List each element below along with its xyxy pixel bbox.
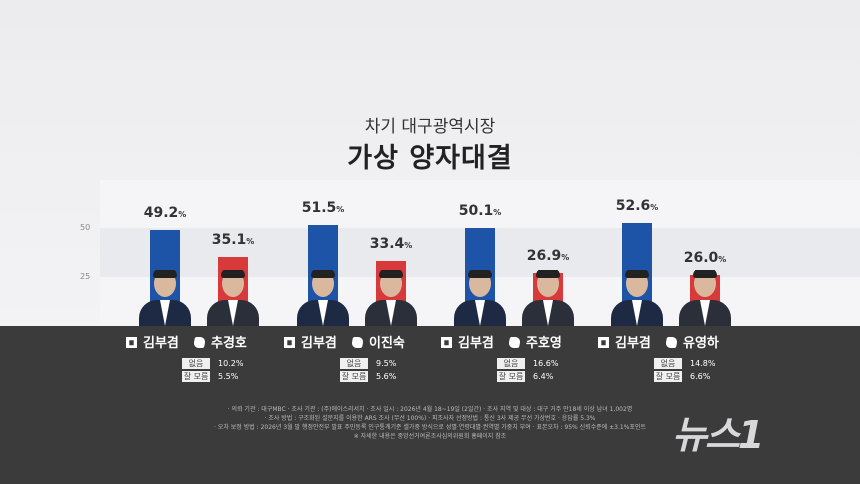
data-label: 35.1% [193,232,273,248]
party-icon [126,337,137,348]
undecided-stats: 없음 16.6% 잘 모름 6.4% [497,357,558,383]
undecided-stats: 없음 10.2% 잘 모름 5.5% [182,357,243,383]
candidate-name: 김부겸 [126,332,179,351]
data-label-unit: % [336,205,345,215]
candidate-name-text: 이진숙 [369,336,405,351]
y-tick-label: 50 [80,223,91,232]
y-tick-label: 25 [80,272,91,281]
candidate-name: 추경호 [193,332,247,351]
stat-value: 16.6% [533,359,559,368]
stat-value: 10.2% [218,359,244,368]
stat-row-none: 없음 14.8% [654,357,715,370]
stat-label: 잘 모름 [340,371,368,382]
data-label: 26.0% [665,250,745,266]
data-label: 33.4% [351,236,431,252]
stat-label: 없음 [340,358,368,369]
undecided-stats: 없음 14.8% 잘 모름 6.6% [654,357,715,383]
candidate-photo [677,270,733,326]
data-label-unit: % [404,240,413,250]
candidate-name: 이진숙 [351,332,405,351]
undecided-stats: 없음 9.5% 잘 모름 5.6% [340,357,396,383]
data-label: 51.5% [283,200,363,216]
data-label: 52.6% [597,198,677,214]
data-label-unit: % [493,207,502,217]
stat-value: 6.6% [690,372,711,381]
news1-logo: 뉴스1 [672,413,764,457]
candidate-name-text: 김부겸 [301,336,337,351]
data-label-unit: % [178,209,187,219]
data-label-value: 26.9 [526,248,562,265]
stat-row-dontknow: 잘 모름 6.4% [497,370,558,383]
stat-value: 14.8% [690,359,716,368]
party-icon [508,337,521,348]
data-label-value: 49.2 [143,204,179,221]
stat-row-dontknow: 잘 모름 5.6% [340,370,396,383]
stat-value: 6.4% [533,372,554,381]
data-label-value: 33.4 [369,235,405,252]
stat-label: 없음 [182,358,210,369]
info-panel [0,326,860,484]
survey-footnotes: · 의뢰 기관 : 대구MBC · 조사 기관 : (주)에이스리서치 · 조사… [0,405,860,441]
footnote-line: · 의뢰 기관 : 대구MBC · 조사 기관 : (주)에이스리서치 · 조사… [227,406,633,413]
candidate-name-text: 주호영 [526,336,562,351]
stat-row-dontknow: 잘 모름 5.5% [182,370,243,383]
chart-subtitle: 차기 대구광역시장 [364,117,496,137]
party-icon [284,337,295,348]
data-label-value: 50.1 [458,202,494,219]
data-label-value: 52.6 [615,197,651,214]
stat-row-dontknow: 잘 모름 6.6% [654,370,715,383]
candidate-name-text: 추경호 [211,336,247,351]
party-icon [351,337,364,348]
data-label-value: 35.1 [211,232,247,249]
party-icon [665,337,678,348]
party-icon [598,337,609,348]
stat-label: 잘 모름 [497,371,525,382]
data-label-value: 51.5 [301,200,337,217]
stat-value: 5.5% [218,372,239,381]
candidate-photo [520,270,576,326]
footnote-line: ※ 자세한 내용은 중앙선거여론조사심의위원회 홈페이지 참조 [353,433,507,440]
footnote-line: · 조사 방법 : 구조화된 설문지를 이용한 ARS 조사 (무선 100%)… [264,415,596,422]
party-icon [441,337,452,348]
stat-value: 9.5% [376,359,397,368]
candidate-name-text: 김부겸 [143,336,179,351]
chart-title: 가상 양자대결 [347,143,513,174]
stat-label: 잘 모름 [182,371,210,382]
candidate-photo [609,270,665,326]
candidate-name: 유영하 [665,332,719,351]
candidate-name-text: 김부겸 [615,336,651,351]
candidate-name-text: 김부겸 [458,336,494,351]
candidate-name: 주호영 [508,332,562,351]
data-label-unit: % [561,253,570,263]
candidate-name: 김부겸 [598,332,651,351]
data-label: 49.2% [125,205,205,221]
data-label-unit: % [246,237,255,247]
stat-label: 없음 [497,358,525,369]
data-label: 50.1% [440,203,520,219]
candidate-photo [363,270,419,326]
stat-label: 없음 [654,358,682,369]
candidate-name-text: 유영하 [683,336,719,351]
stat-label: 잘 모름 [654,371,682,382]
candidate-name: 김부겸 [284,332,337,351]
data-label-unit: % [650,202,659,212]
stat-row-none: 없음 16.6% [497,357,558,370]
candidate-photo [137,270,193,326]
data-label-value: 26.0 [683,250,719,267]
stat-row-none: 없음 10.2% [182,357,243,370]
stat-value: 5.6% [376,372,397,381]
data-label-unit: % [718,255,727,265]
footnote-line: · 오차 보정 방법 : 2026년 3월 말 행정안전부 발표 주민등록 인구… [213,424,646,431]
candidate-name: 김부겸 [441,332,494,351]
candidate-photo [452,270,508,326]
stat-row-none: 없음 9.5% [340,357,396,370]
candidate-photo [295,270,351,326]
party-icon [193,337,206,348]
data-label: 26.9% [508,248,588,264]
candidate-photo [205,270,261,326]
